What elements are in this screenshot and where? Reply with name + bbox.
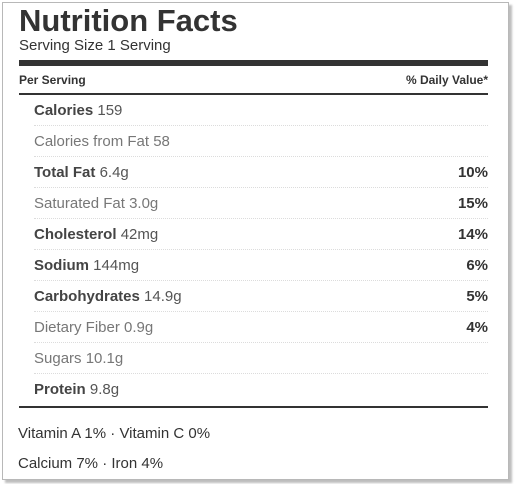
nutrient-amount: 58	[153, 132, 170, 150]
nutrient-row: Carbohydrates 14.9g 5%	[34, 281, 488, 312]
nutrient-text: Dietary Fiber 0.9g	[34, 319, 153, 336]
nutrient-text: Protein 9.8g	[34, 381, 119, 398]
nutrient-label: Protein	[34, 380, 86, 398]
nutrient-amount: 144mg	[93, 256, 140, 274]
nutrient-label: Sugars	[34, 349, 82, 367]
nutrient-text: Cholesterol 42mg	[34, 226, 158, 243]
nutrition-facts-panel: Nutrition Facts Serving Size 1 Serving P…	[19, 4, 488, 408]
nutrient-label: Dietary Fiber	[34, 318, 120, 336]
column-header: Per Serving % Daily Value*	[19, 66, 488, 93]
nutrient-label: Sodium	[34, 256, 89, 274]
nutrient-label: Total Fat	[34, 163, 96, 181]
nutrient-row: Saturated Fat 3.0g 15%	[34, 188, 488, 219]
vitamins-line: Vitamin A 1% · Vitamin C 0%	[18, 425, 211, 442]
daily-value-percent: 10%	[457, 163, 488, 181]
nutrition-facts-title: Nutrition Facts	[19, 3, 238, 38]
nutrient-label: Cholesterol	[34, 225, 117, 243]
nutrient-text: Saturated Fat 3.0g	[34, 195, 158, 212]
nutrient-amount: 159	[97, 101, 123, 119]
nutrient-amount: 6.4g	[99, 163, 129, 181]
nutrient-row: Total Fat 6.4g 10%	[34, 157, 488, 188]
nutrient-amount: 42mg	[120, 225, 159, 243]
nutrient-row: Cholesterol 42mg 14%	[34, 219, 488, 250]
serving-size: Serving Size 1 Serving	[19, 37, 171, 54]
minerals-line: Calcium 7% · Iron 4%	[18, 455, 164, 472]
nutrient-text: Calories 159	[34, 102, 122, 119]
nutrient-row: Dietary Fiber 0.9g 4%	[34, 312, 488, 343]
per-serving-label: Per Serving	[19, 72, 86, 87]
daily-value-percent: 5%	[466, 287, 488, 305]
nutrient-text: Sugars 10.1g	[34, 350, 123, 367]
nutrient-row: Sugars 10.1g	[34, 343, 488, 374]
daily-value-percent: 15%	[457, 194, 488, 212]
nutrient-text: Carbohydrates 14.9g	[34, 288, 182, 305]
nutrient-list: Calories 159 Calories from Fat 58 Total Fa…	[19, 95, 488, 404]
nutrient-row: Protein 9.8g	[34, 374, 488, 404]
daily-value-percent: 14%	[457, 225, 488, 243]
daily-value-label: % Daily Value*	[405, 72, 488, 87]
nutrient-row: Sodium 144mg 6%	[34, 250, 488, 281]
nutrient-text: Total Fat 6.4g	[34, 164, 129, 181]
nutrient-label: Calories	[34, 101, 94, 119]
daily-value-percent: 6%	[466, 256, 488, 274]
nutrient-label: Carbohydrates	[34, 287, 140, 305]
nutrient-text: Sodium 144mg	[34, 257, 139, 274]
nutrient-label: Calories from Fat	[34, 132, 150, 150]
daily-value-percent: 4%	[466, 318, 488, 336]
thick-divider	[19, 60, 488, 66]
nutrient-label: Saturated Fat	[34, 194, 125, 212]
header-divider	[19, 93, 488, 95]
nutrient-amount: 3.0g	[129, 194, 159, 212]
nutrient-amount: 14.9g	[144, 287, 182, 305]
nutrient-amount: 10.1g	[85, 349, 124, 367]
nutrient-amount: 9.8g	[89, 380, 120, 398]
nutrient-amount: 0.9g	[124, 318, 154, 336]
nutrient-row: Calories 159	[34, 95, 488, 126]
screenshot-frame	[2, 2, 509, 480]
nutrient-row: Calories from Fat 58	[34, 126, 488, 157]
nutrient-text: Calories from Fat 58	[34, 133, 170, 150]
bottom-divider	[19, 406, 488, 408]
